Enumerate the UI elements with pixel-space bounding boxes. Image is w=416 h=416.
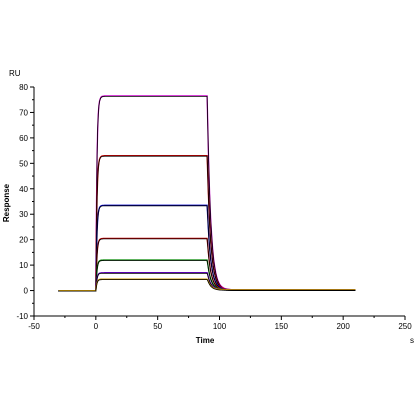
y-tick-label: 30 <box>19 210 28 219</box>
x-tick-label: 0 <box>94 322 99 331</box>
data-curve-4 <box>58 237 356 292</box>
data-curve-6 <box>58 272 356 292</box>
y-axis-title: Response <box>2 183 11 222</box>
fit-curve-2 <box>58 155 356 292</box>
y-tick-label: 20 <box>19 236 28 245</box>
x-tick-label: 100 <box>213 322 227 331</box>
y-tick-label: 0 <box>24 287 29 296</box>
data-curve-7 <box>58 278 356 292</box>
data-curve-2 <box>58 155 356 292</box>
fit-curve-6 <box>58 272 356 292</box>
x-tick-label: 50 <box>153 322 162 331</box>
y-tick-label: 40 <box>19 185 28 194</box>
x-tick-label: 250 <box>398 322 412 331</box>
x-axis-title: Time <box>196 336 215 345</box>
y-tick-label: -10 <box>16 312 28 321</box>
x-tick-label: 200 <box>336 322 350 331</box>
y-tick-label: 50 <box>19 159 28 168</box>
y-axis-unit: RU <box>9 69 21 78</box>
x-axis-ticks: -50 0 50 100 150 200 250 <box>28 316 412 331</box>
fit-curve-3 <box>58 205 356 292</box>
y-axis-ticks: -10 0 10 20 30 40 50 60 70 80 <box>16 83 34 321</box>
y-tick-label: 60 <box>19 134 28 143</box>
fit-curve-5 <box>58 260 356 292</box>
data-curve-5 <box>58 259 356 292</box>
data-curve-3 <box>58 204 356 292</box>
plot-frame <box>33 87 405 317</box>
y-tick-label: 80 <box>19 83 28 92</box>
x-tick-label: 150 <box>275 322 289 331</box>
x-tick-label: -50 <box>28 322 40 331</box>
x-axis-unit: s <box>410 336 414 345</box>
y-tick-label: 70 <box>19 108 28 117</box>
fit-curve-4 <box>58 238 356 292</box>
fit-curve-7 <box>58 279 356 292</box>
response-curves <box>58 95 356 292</box>
y-tick-label: 10 <box>19 261 28 270</box>
